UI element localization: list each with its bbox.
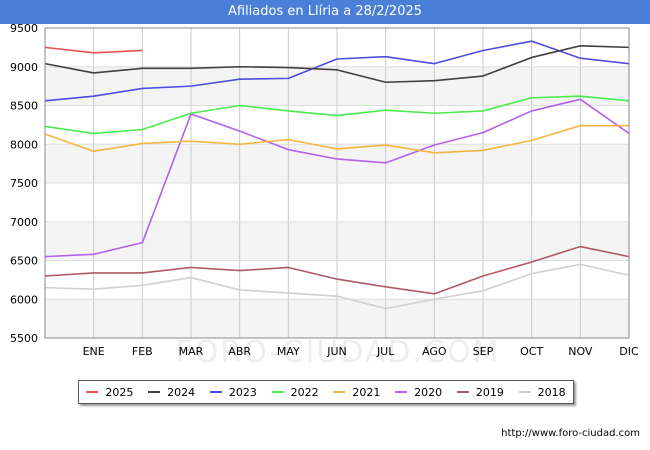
y-tick-label: 6500	[10, 255, 38, 268]
plot-frame	[44, 27, 630, 339]
legend-label: 2022	[290, 385, 319, 399]
legend-item-2023: 2023	[209, 385, 257, 399]
y-tick-label: 5500	[10, 332, 38, 345]
legend-item-2024: 2024	[148, 386, 195, 399]
x-tick-label: FEB	[132, 345, 153, 358]
x-axis-tick-labels: ENE FEB MAR ABR MAY JUN JUL AGO SEP OCT NOV DIC	[83, 345, 639, 358]
legend-swatch	[209, 391, 222, 393]
legend-label: 2021	[352, 385, 381, 399]
legend-item-2025: 2025	[86, 386, 133, 399]
y-tick-label: 7500	[10, 177, 38, 190]
x-tick-label: OCT	[520, 345, 543, 358]
legend-swatch	[395, 391, 408, 393]
legend-label: 2024	[167, 385, 196, 399]
x-tick-label: JUN	[326, 345, 347, 358]
legend-item-2019: 2019	[456, 385, 504, 399]
x-tick-label: SEP	[473, 345, 494, 358]
series-line-2020	[44, 98, 630, 258]
legend-label: 2023	[228, 385, 257, 399]
series-line-2025	[44, 46, 143, 54]
legend: 2025 2024 2023 2022 2021 2020 2019 2018	[78, 380, 574, 404]
y-tick-label: 8500	[10, 100, 38, 113]
x-tick-label: NOV	[568, 345, 593, 358]
series-line-2024	[44, 45, 630, 84]
series-line-2019	[44, 245, 630, 295]
x-tick-label: MAR	[179, 345, 204, 358]
series-line-2023	[44, 40, 630, 102]
y-tick-label: 7000	[10, 216, 38, 229]
x-tick-label: JUL	[376, 345, 395, 358]
y-tick-label: 9500	[10, 22, 38, 35]
series-lines	[44, 40, 630, 310]
x-tick-label: AGO	[422, 345, 447, 358]
legend-item-2021: 2021	[333, 386, 380, 399]
y-tick-label: 9000	[10, 61, 38, 74]
watermark: FORO-CIUDAD.COM	[176, 335, 501, 370]
legend-item-2018: 2018	[518, 385, 566, 399]
y-axis-tick-labels: 5500 6000 6500 7000 7500 8000 8500 9000 9500	[10, 22, 38, 345]
x-tick-label: ENE	[83, 345, 105, 358]
legend-item-2020: 2020	[395, 386, 442, 399]
legend-swatch	[271, 391, 284, 393]
y-tick-label: 6000	[10, 293, 38, 306]
legend-label: 2025	[105, 385, 134, 399]
series-line-2022	[44, 95, 630, 135]
x-tick-label: ABR	[228, 345, 251, 358]
legend-label: 2020	[414, 385, 443, 399]
legend-item-2022: 2022	[271, 385, 319, 399]
y-tick-label: 8000	[10, 138, 38, 151]
x-tick-label: DIC	[619, 345, 639, 358]
x-tick-label: MAY	[277, 345, 300, 358]
legend-swatch	[333, 391, 346, 393]
series-line-2021	[44, 124, 629, 154]
legend-label: 2018	[537, 385, 566, 399]
chart-title: Afiliados en Llíria a 28/2/2025	[0, 0, 650, 24]
source-url: http://www.foro-ciudad.com	[501, 428, 640, 439]
series-line-2018	[44, 263, 630, 310]
legend-label: 2019	[475, 385, 504, 399]
legend-swatch	[518, 391, 531, 393]
legend-swatch	[148, 391, 161, 393]
legend-swatch	[456, 391, 469, 393]
legend-swatch	[86, 391, 99, 393]
